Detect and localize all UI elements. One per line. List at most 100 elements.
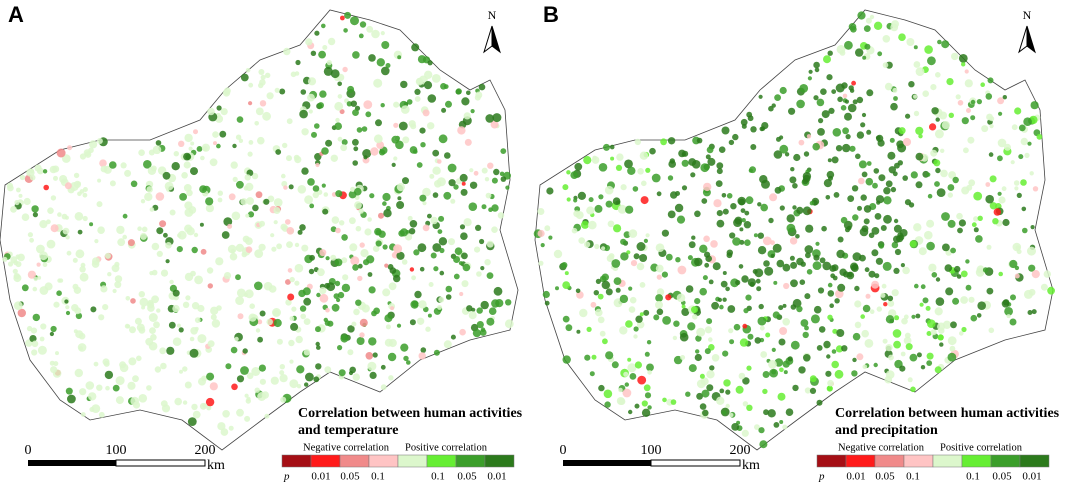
map-cell	[39, 251, 48, 261]
map-cell	[62, 227, 70, 235]
map-cell	[290, 71, 297, 78]
map-cell	[863, 205, 872, 213]
map-cell	[590, 301, 597, 308]
map-cell	[411, 300, 419, 308]
map-cell	[138, 149, 145, 156]
map-cell	[605, 200, 613, 208]
map-cell	[390, 306, 395, 311]
map-cell	[555, 286, 559, 291]
map-cell	[206, 372, 215, 381]
map-cell	[351, 321, 357, 327]
map-cell	[448, 179, 456, 187]
map-cell	[484, 259, 491, 266]
map-cell	[368, 286, 376, 294]
map-cell	[768, 360, 777, 369]
map-cell	[312, 191, 319, 199]
map-cell	[185, 295, 191, 301]
map-cell	[669, 158, 675, 164]
map-cell	[759, 325, 765, 331]
map-cell	[601, 280, 610, 290]
map-cell	[655, 264, 664, 273]
map-cell	[216, 105, 222, 111]
map-cell	[223, 272, 232, 280]
map-cell	[71, 304, 79, 312]
map-cell	[758, 94, 763, 99]
map-cell	[676, 215, 686, 224]
map-cell	[445, 285, 453, 293]
map-cell	[888, 166, 896, 174]
map-cell	[414, 96, 421, 102]
map-cell	[257, 336, 263, 343]
map-cell	[682, 150, 689, 157]
map-cell	[290, 322, 299, 331]
map-cell	[325, 307, 330, 313]
map-cell	[348, 370, 354, 376]
map-cell	[493, 286, 503, 296]
map-cell	[827, 158, 832, 163]
map-cell	[475, 224, 482, 231]
map-cell	[367, 217, 372, 222]
map-cell	[248, 140, 254, 145]
map-cell	[928, 263, 937, 272]
map-cell	[99, 159, 107, 167]
map-cell	[286, 155, 292, 162]
map-cell	[730, 203, 737, 210]
map-cell	[245, 213, 250, 218]
map-cell	[384, 314, 393, 323]
map-cell	[934, 366, 942, 374]
map-cell	[455, 88, 462, 95]
map-cell	[319, 293, 329, 303]
map-cell	[770, 253, 775, 258]
map-cell	[889, 137, 895, 143]
map-cell	[731, 423, 740, 431]
map-cell	[789, 237, 798, 245]
map-cell	[799, 84, 809, 93]
map-cell	[385, 324, 391, 330]
map-cell	[109, 180, 116, 187]
map-cell	[573, 210, 581, 218]
map-cell	[422, 187, 431, 197]
map-cell	[273, 220, 278, 225]
map-cell	[400, 80, 408, 89]
map-cell	[47, 207, 54, 214]
map-cell	[723, 379, 731, 387]
map-cell	[280, 396, 287, 403]
map-cell	[1002, 218, 1010, 227]
map-cell	[758, 303, 764, 310]
map-cell	[703, 235, 710, 243]
map-cell	[340, 144, 348, 152]
map-cell	[311, 131, 317, 138]
map-cell	[369, 371, 377, 379]
map-cell	[602, 338, 608, 345]
map-cell	[343, 28, 348, 33]
map-cell	[985, 194, 994, 204]
map-cell	[206, 405, 212, 411]
map-cell	[918, 247, 927, 256]
map-cell	[856, 131, 865, 139]
map-cell	[260, 74, 266, 80]
legend-swatch	[961, 454, 992, 468]
map-cell	[804, 293, 811, 300]
map-cell	[52, 165, 60, 173]
map-cell	[637, 168, 644, 175]
map-cell	[597, 293, 604, 300]
map-cell	[1029, 171, 1034, 176]
map-cell	[706, 384, 714, 392]
map-cell	[645, 167, 651, 173]
map-cell	[443, 191, 452, 200]
map-cell	[716, 396, 725, 405]
map-cell	[877, 139, 885, 147]
map-cell	[187, 417, 197, 426]
map-cell	[374, 227, 382, 236]
map-cell	[955, 94, 961, 100]
map-cell	[184, 224, 193, 233]
map-cell	[1023, 289, 1033, 299]
map-cell	[309, 203, 315, 209]
map-cell	[12, 268, 18, 274]
map-cell	[279, 370, 285, 376]
map-cell	[315, 363, 322, 370]
map-cell	[882, 62, 889, 68]
map-cell	[790, 304, 797, 310]
map-cell	[937, 322, 946, 331]
map-cell	[293, 154, 300, 161]
